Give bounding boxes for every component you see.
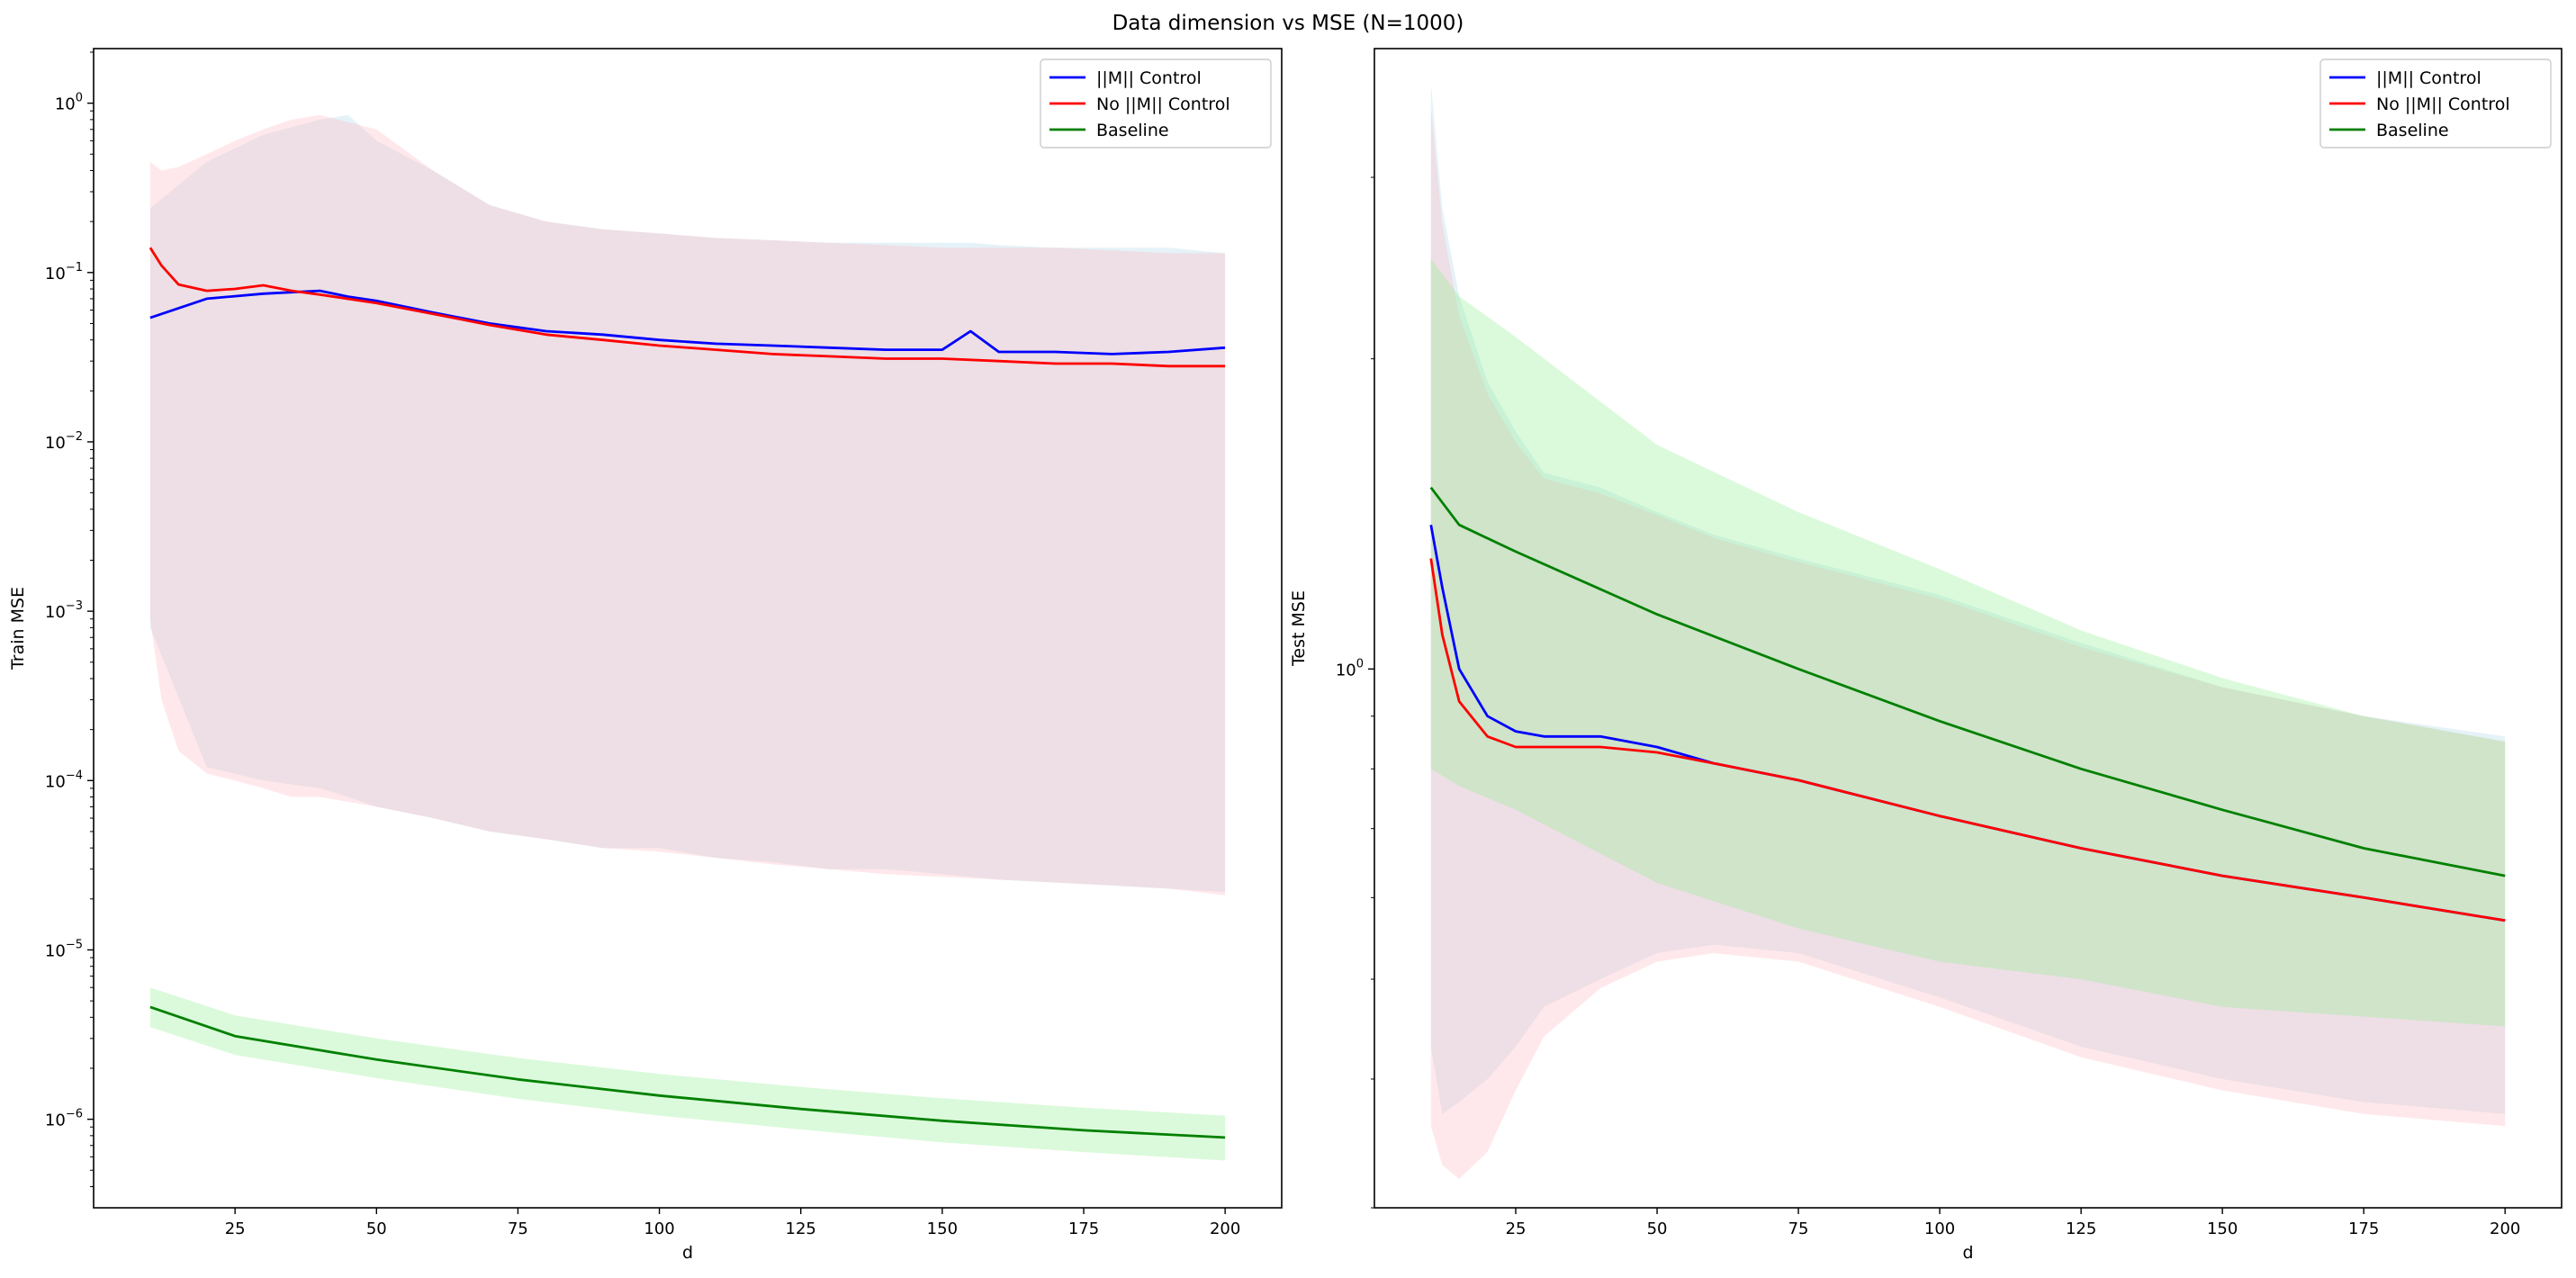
test-line-2 xyxy=(1429,486,2506,878)
test-y-tick-exp: 0 xyxy=(1356,657,1364,670)
train-y-tick-label: 10−6 xyxy=(45,1108,83,1130)
train-line-0 xyxy=(149,289,1226,356)
test-mse-panel: 25 50 75 100 125 150 175 200 100 d Test MSE ||M|| C… xyxy=(1289,48,2562,1263)
test-y-tick-label: 100 xyxy=(1336,657,1364,680)
train-y-tick-exp: −2 xyxy=(66,430,83,444)
train-y-tick-label: 10−3 xyxy=(45,599,83,622)
train-band-2 xyxy=(149,987,1226,1161)
test-line-1 xyxy=(1429,558,2506,922)
train-y-tick-exp: −5 xyxy=(66,938,83,951)
train-legend-label: Baseline xyxy=(1096,121,1169,140)
test-legend-label: Baseline xyxy=(2376,121,2449,140)
train-y-tick-base: 10 xyxy=(45,941,66,960)
train-y-tick-exp: 0 xyxy=(76,92,83,105)
train-y-tick-base: 10 xyxy=(55,95,76,114)
test-band-0 xyxy=(1430,83,2506,1114)
train-y-tick-label: 10−2 xyxy=(45,430,83,453)
train-y-tick-base: 10 xyxy=(45,1112,66,1130)
test-legend-box xyxy=(2319,58,2552,148)
train-y-tick-label: 100 xyxy=(55,92,83,114)
train-x-tick-label: 50 xyxy=(366,1220,387,1238)
test-band-1 xyxy=(1430,108,2506,1179)
train-x-tick-label: 200 xyxy=(1210,1220,1240,1238)
train-axes-frame xyxy=(93,48,1283,1209)
train-x-tick-label: 75 xyxy=(508,1220,528,1238)
train-y-tick-label: 10−4 xyxy=(45,769,83,791)
train-y-tick-base: 10 xyxy=(45,265,66,284)
test-legend: ||M|| Control No ||M|| Control Baseline xyxy=(2319,58,2552,148)
train-legend-label: No ||M|| Control xyxy=(1096,94,1230,114)
train-legend: ||M|| Control No ||M|| Control Baseline xyxy=(1040,58,1272,148)
test-x-tick-label: 150 xyxy=(2207,1220,2238,1238)
test-x-axis-label: d xyxy=(1962,1243,1973,1263)
train-x-tick-label: 100 xyxy=(644,1220,674,1238)
train-line-1 xyxy=(149,247,1226,368)
train-band-1 xyxy=(149,114,1226,896)
train-y-tick-base: 10 xyxy=(45,772,66,791)
test-x-tick-label: 200 xyxy=(2490,1220,2520,1238)
test-x-tick-label: 75 xyxy=(1788,1220,1809,1238)
test-y-axis-label: Test MSE xyxy=(1289,590,1309,667)
test-x-tick-label: 100 xyxy=(1924,1220,1955,1238)
train-x-tick-label: 125 xyxy=(786,1220,816,1238)
train-y-tick-exp: −1 xyxy=(66,261,83,274)
train-x-tick-label: 25 xyxy=(225,1220,246,1238)
train-y-tick-label: 10−5 xyxy=(45,938,83,960)
train-y-tick-label: 10−1 xyxy=(45,261,83,284)
train-y-tick-exp: −3 xyxy=(66,599,83,613)
test-y-tick-base: 10 xyxy=(1336,661,1356,680)
train-y-tick-exp: −4 xyxy=(66,769,83,782)
test-axes-frame xyxy=(1374,48,2562,1209)
test-legend-label: ||M|| Control xyxy=(2376,68,2481,88)
train-legend-label: ||M|| Control xyxy=(1096,68,1202,88)
train-line-2 xyxy=(149,1005,1226,1139)
test-legend-label: No ||M|| Control xyxy=(2376,94,2510,114)
train-y-tick-exp: −6 xyxy=(66,1108,83,1121)
train-x-tick-label: 150 xyxy=(927,1220,958,1238)
train-x-axis-label: d xyxy=(682,1243,693,1263)
test-x-tick-label: 50 xyxy=(1647,1220,1668,1238)
train-y-tick-base: 10 xyxy=(45,434,66,453)
train-x-tick-label: 175 xyxy=(1068,1220,1099,1238)
test-x-tick-label: 25 xyxy=(1506,1220,1527,1238)
train-y-axis-label: Train MSE xyxy=(8,587,28,670)
figure-title: Data dimension vs MSE (N=1000) xyxy=(1112,12,1464,35)
test-x-tick-label: 125 xyxy=(2066,1220,2096,1238)
train-mse-panel: 25 50 75 100 125 150 175 20010−610−510−410−310−… xyxy=(8,48,1283,1263)
test-x-tick-label: 175 xyxy=(2348,1220,2379,1238)
train-legend-box xyxy=(1040,58,1272,148)
test-band-2 xyxy=(1430,258,2506,1027)
train-y-tick-base: 10 xyxy=(45,603,66,622)
